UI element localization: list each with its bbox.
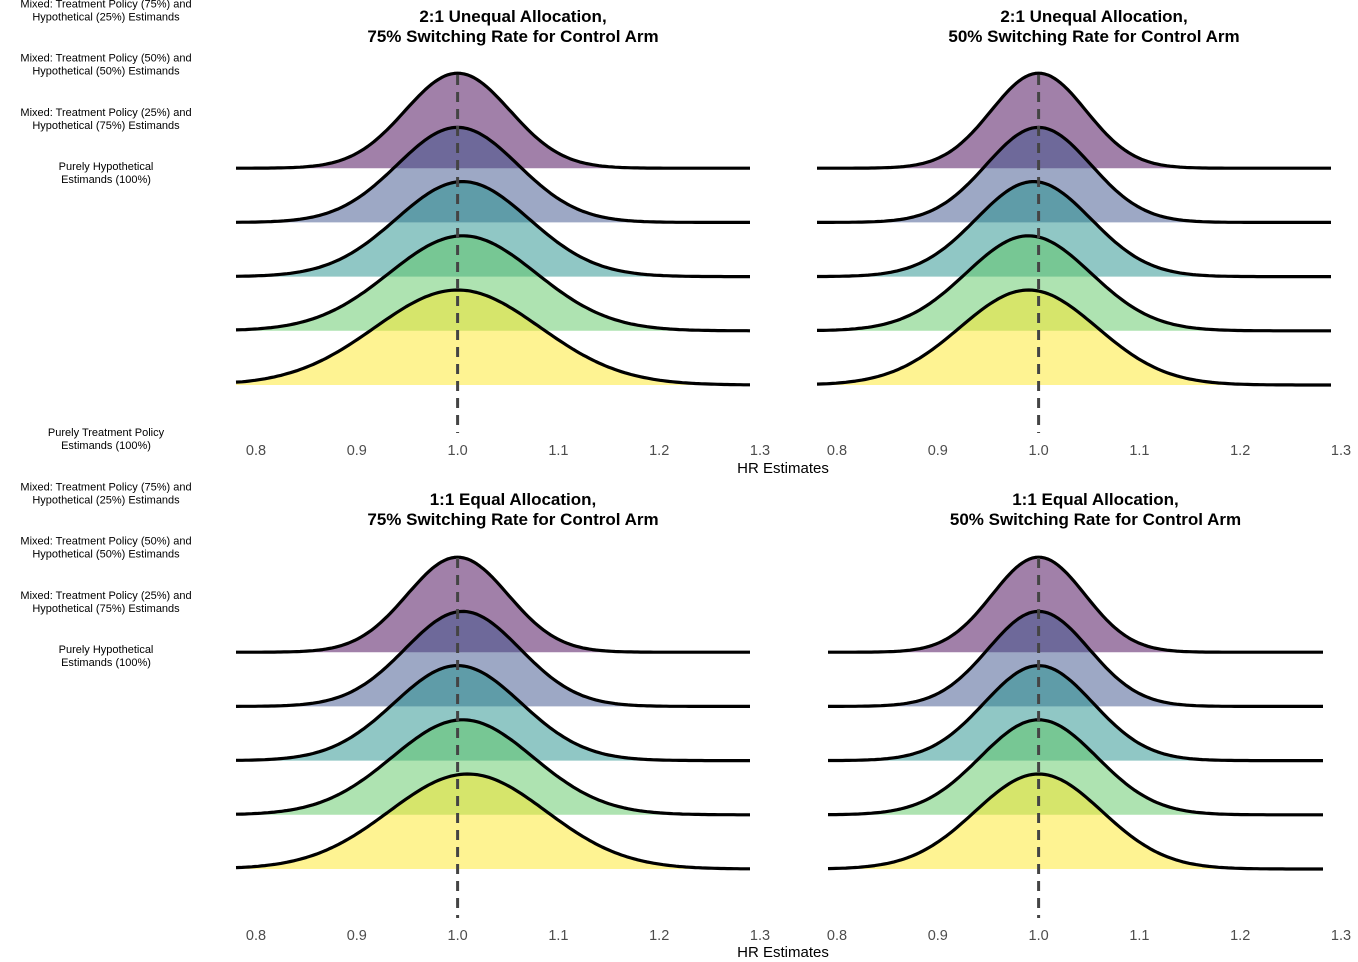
ridge-fill — [817, 235, 1331, 331]
x-tick-label: 1.3 — [1331, 928, 1351, 944]
ridge-fill — [828, 719, 1323, 815]
x-tick-label: 1.1 — [1129, 928, 1149, 944]
ridge-outline — [236, 71, 750, 170]
row-label: Hypothetical (50%) Estimands — [32, 549, 180, 561]
panel-title-line: 1:1 Equal Allocation, — [430, 490, 597, 509]
x-tick-label: 1.2 — [1230, 443, 1250, 459]
ridge-outline — [817, 234, 1331, 333]
ridge-outline — [817, 71, 1331, 170]
x-tick-label: 1.1 — [1129, 443, 1149, 459]
ridge-fill — [817, 127, 1331, 223]
ridge-fill — [236, 719, 750, 815]
x-axis-title-bottom: HR Estimates — [737, 944, 829, 961]
ridge-outline — [236, 664, 750, 763]
row-label: Mixed: Treatment Policy (25%) and — [20, 590, 191, 602]
x-tick-label: 1.0 — [448, 928, 468, 944]
ridge-outline — [235, 234, 751, 333]
row-label: Purely Hypothetical — [59, 644, 154, 656]
ridge-fill — [828, 611, 1323, 707]
ridge-outline — [235, 718, 750, 817]
row-label: Estimands (100%) — [61, 657, 151, 669]
ridge-outline — [817, 125, 1331, 224]
ridge-fill — [236, 181, 750, 277]
row-label: Estimands (100%) — [61, 174, 151, 186]
row-label: Estimands (100%) — [61, 440, 151, 452]
ridge-fill — [828, 774, 1323, 869]
ridge-outline — [817, 180, 1331, 279]
panel-title-line: 75% Switching Rate for Control Arm — [367, 27, 658, 46]
panel-title-line: 50% Switching Rate for Control Arm — [948, 27, 1239, 46]
x-tick-label: 0.9 — [928, 928, 948, 944]
ridge-outline — [816, 288, 1331, 387]
panel-title-line: 2:1 Unequal Allocation, — [1000, 7, 1187, 26]
x-tick-label: 1.2 — [1230, 928, 1250, 944]
x-tick-label: 1.3 — [750, 928, 770, 944]
x-tick-label: 1.0 — [1029, 443, 1049, 459]
x-tick-label: 1.3 — [750, 443, 770, 459]
x-axis-title-top: HR Estimates — [737, 460, 829, 477]
panel-title-line: 75% Switching Rate for Control Arm — [367, 510, 658, 529]
ridge-outline — [235, 180, 750, 279]
ridge-outline — [236, 555, 750, 654]
x-tick-label: 1.1 — [548, 443, 568, 459]
row-label: Mixed: Treatment Policy (50%) and — [20, 53, 191, 65]
x-tick-label: 1.0 — [1029, 928, 1049, 944]
ridge-outline — [827, 772, 1323, 871]
ridge-fill — [236, 557, 750, 653]
x-tick-label: 0.8 — [246, 928, 266, 944]
ridge-fill — [236, 290, 750, 385]
row-label: Purely Treatment Policy — [48, 427, 165, 439]
x-tick-label: 1.1 — [548, 928, 568, 944]
ridge-fill — [236, 774, 750, 869]
panel-top-left: 2:1 Unequal Allocation,75% Switching Rat… — [235, 7, 770, 459]
ridge-outline — [828, 718, 1323, 817]
ridge-fill — [817, 290, 1331, 385]
panel-title-line: 50% Switching Rate for Control Arm — [950, 510, 1241, 529]
row-label: Hypothetical (25%) Estimands — [32, 494, 180, 506]
ridge-outline — [828, 609, 1323, 708]
ridge-fill — [236, 665, 750, 761]
x-tick-label: 0.9 — [928, 443, 948, 459]
x-tick-label: 1.2 — [649, 443, 669, 459]
x-tick-label: 0.9 — [347, 443, 367, 459]
ridge-outline — [235, 609, 750, 708]
row-label: Mixed: Treatment Policy (75%) and — [20, 0, 191, 10]
ridge-fill — [236, 127, 750, 223]
ridge-outline — [828, 555, 1323, 654]
ridge-fill — [817, 181, 1331, 277]
panel-title-line: 1:1 Equal Allocation, — [1012, 490, 1179, 509]
x-tick-label: 0.9 — [347, 928, 367, 944]
x-tick-label: 1.3 — [1331, 443, 1351, 459]
panel-title-line: 2:1 Unequal Allocation, — [419, 7, 606, 26]
ridge-fill — [828, 557, 1323, 653]
ridge-outline — [828, 664, 1323, 763]
ridge-outline — [235, 125, 750, 224]
x-tick-label: 1.2 — [649, 928, 669, 944]
row-label: Mixed: Treatment Policy (75%) and — [20, 481, 191, 493]
row-label: Purely Hypothetical — [59, 161, 154, 173]
row-label: Hypothetical (50%) Estimands — [32, 66, 180, 78]
ridge-fill — [236, 235, 750, 331]
row-label: Mixed: Treatment Policy (50%) and — [20, 536, 191, 548]
x-tick-label: 0.8 — [827, 928, 847, 944]
row-label: Hypothetical (25%) Estimands — [32, 11, 180, 23]
panel-bottom-right: 1:1 Equal Allocation,50% Switching Rate … — [827, 490, 1351, 944]
ridge-outline — [235, 772, 750, 871]
ridge-fill — [236, 73, 750, 169]
ridge-fill — [817, 73, 1331, 169]
row-label: Mixed: Treatment Policy (25%) and — [20, 107, 191, 119]
row-label: Hypothetical (75%) Estimands — [32, 603, 180, 615]
x-tick-label: 1.0 — [448, 443, 468, 459]
row-label: Hypothetical (75%) Estimands — [32, 120, 180, 132]
x-tick-label: 0.8 — [246, 443, 266, 459]
panel-bottom-left: 1:1 Equal Allocation,75% Switching Rate … — [235, 490, 770, 944]
panel-top-right: 2:1 Unequal Allocation,50% Switching Rat… — [816, 7, 1351, 459]
ridge-fill — [236, 611, 750, 707]
x-tick-label: 0.8 — [827, 443, 847, 459]
ridge-fill — [828, 665, 1323, 761]
ridge-outline — [235, 288, 750, 387]
